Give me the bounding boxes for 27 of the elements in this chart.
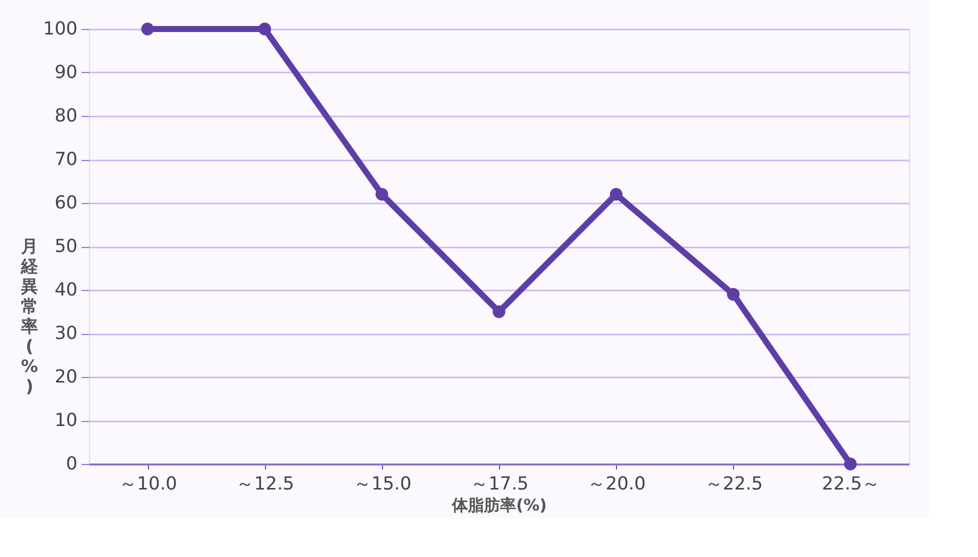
- point: [610, 188, 622, 201]
- x-tick-label: ～12.5: [236, 474, 294, 494]
- y-tick-label: 90: [54, 62, 78, 83]
- x-tick-label: 22.5～: [822, 474, 880, 494]
- y-tick-label: 20: [54, 366, 78, 388]
- x-axis-title: 体脂肪率(%): [451, 496, 547, 514]
- point: [844, 458, 857, 470]
- y-axis-title: 月経異常率(%): [20, 237, 39, 397]
- y-tick-label: 10: [54, 410, 78, 431]
- x-tick-label: ～17.5: [470, 474, 529, 494]
- y-tick-label: 100: [43, 18, 78, 40]
- y-tick-label: 50: [54, 236, 78, 257]
- point: [258, 22, 272, 36]
- point: [492, 305, 506, 318]
- x-tick-label: ～20.0: [588, 474, 646, 494]
- y-tick-label: 0: [66, 454, 78, 474]
- x-tick-label: ～15.0: [353, 474, 412, 494]
- x-tick-label: ～10.0: [119, 474, 178, 494]
- y-tick-label: 40: [54, 280, 78, 300]
- point: [376, 188, 388, 201]
- x-tick-label: ～22.5: [704, 474, 763, 494]
- point: [726, 288, 740, 301]
- y-tick-label: 60: [54, 192, 78, 214]
- point: [141, 22, 154, 36]
- y-tick-label: 70: [54, 149, 78, 170]
- y-tick-label: 30: [54, 323, 78, 344]
- y-tick-label: 80: [54, 106, 78, 126]
